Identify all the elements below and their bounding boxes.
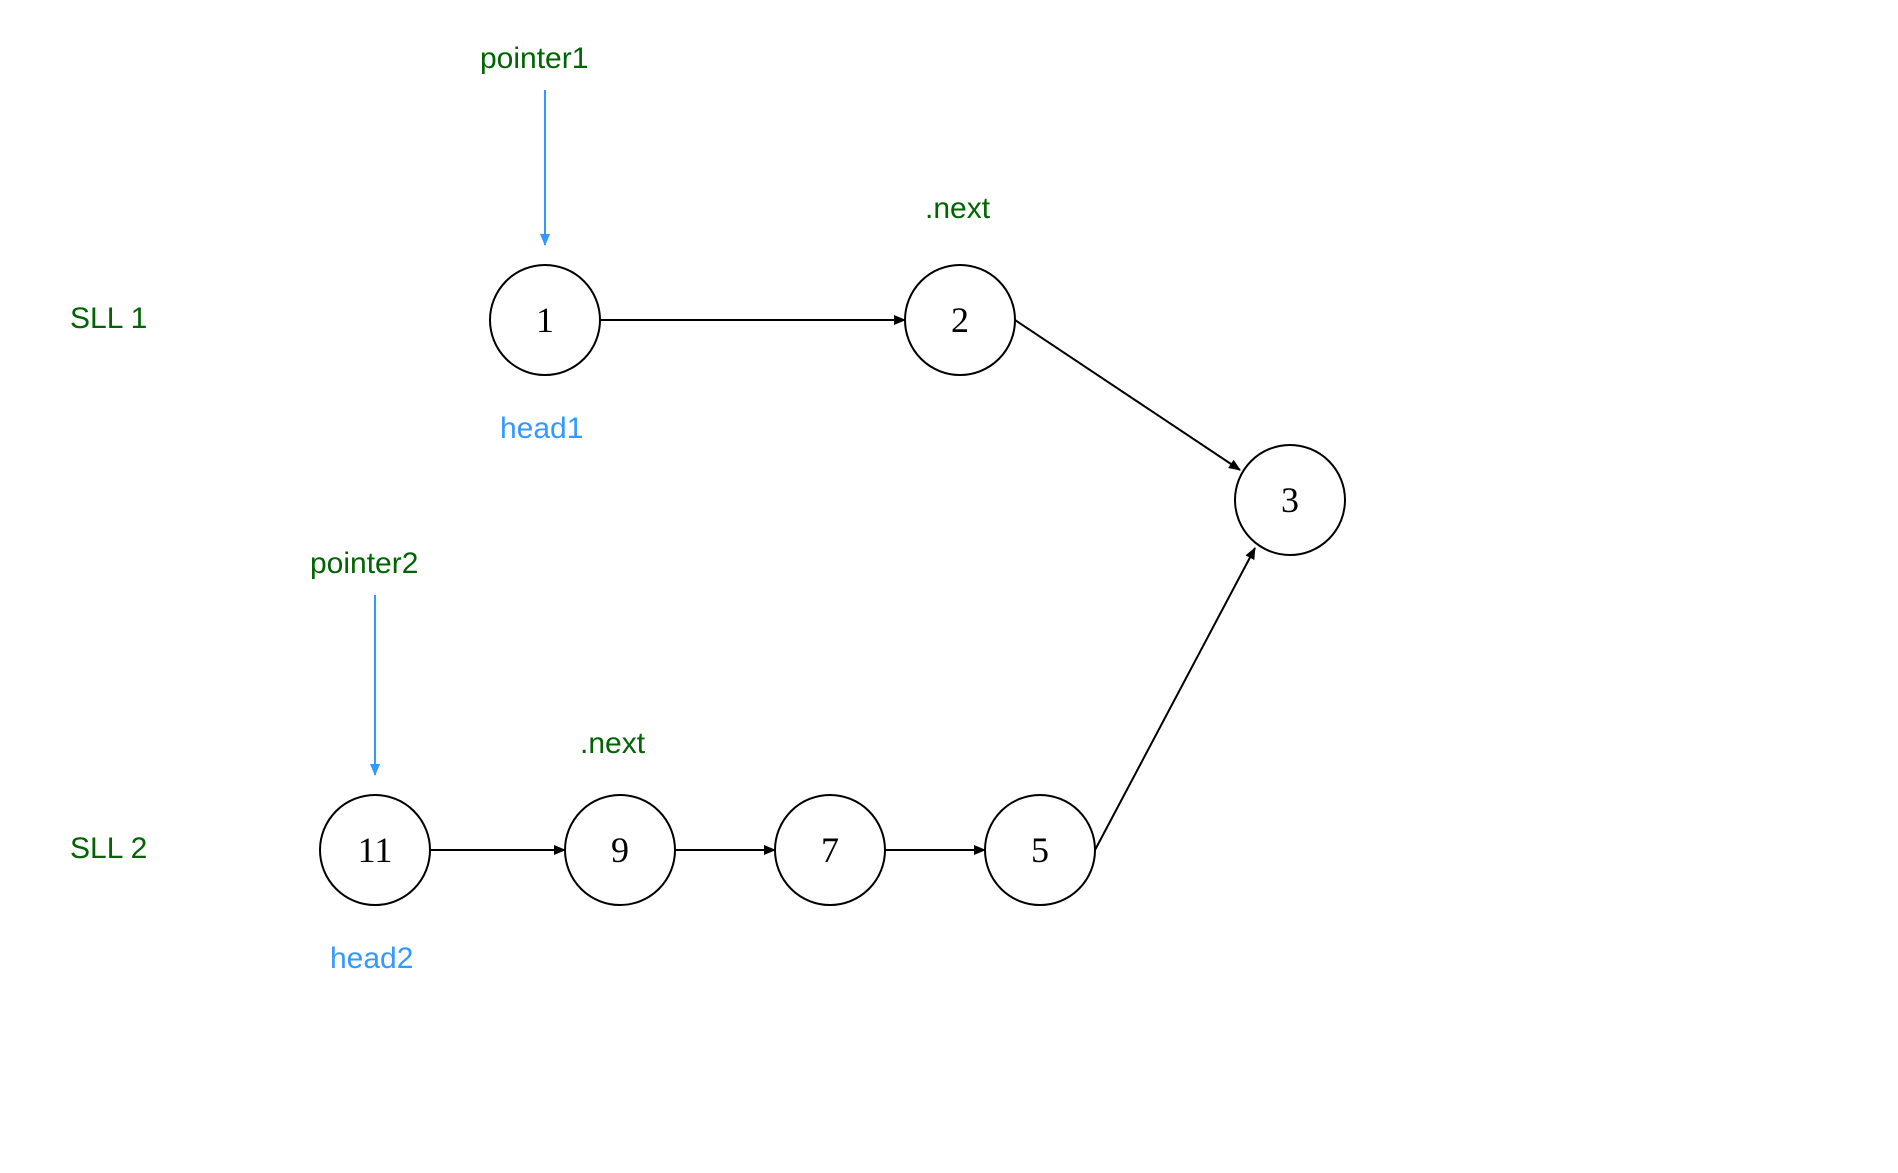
node-value-n11: 11: [358, 830, 393, 870]
node-value-n1: 1: [536, 300, 554, 340]
node-value-n7: 7: [821, 830, 839, 870]
node-n2: 2: [905, 265, 1015, 375]
label-pointer1: pointer1: [480, 42, 588, 75]
node-n9: 9: [565, 795, 675, 905]
edge-n2-n3: [1015, 320, 1240, 470]
label-head2: head2: [330, 942, 413, 975]
node-n5: 5: [985, 795, 1095, 905]
label-next1: .next: [925, 192, 991, 225]
node-n3: 3: [1235, 445, 1345, 555]
node-n7: 7: [775, 795, 885, 905]
node-n1: 1: [490, 265, 600, 375]
label-next2: .next: [580, 727, 646, 760]
linked-list-diagram: 1 2 3 11 9 7 5 SLL 1 SLL 2 pointer1 pointer2 .…: [0, 0, 1898, 1173]
label-sll1: SLL 1: [70, 302, 147, 335]
node-value-n2: 2: [951, 300, 969, 340]
node-value-n5: 5: [1031, 830, 1049, 870]
node-value-n9: 9: [611, 830, 629, 870]
edge-n5-n3: [1095, 548, 1255, 850]
edges: [430, 320, 1255, 850]
label-sll2: SLL 2: [70, 832, 147, 865]
node-n11: 11: [320, 795, 430, 905]
label-head1: head1: [500, 412, 583, 445]
nodes: 1 2 3 11 9 7 5: [320, 265, 1345, 905]
node-value-n3: 3: [1281, 480, 1299, 520]
label-pointer2: pointer2: [310, 547, 418, 580]
